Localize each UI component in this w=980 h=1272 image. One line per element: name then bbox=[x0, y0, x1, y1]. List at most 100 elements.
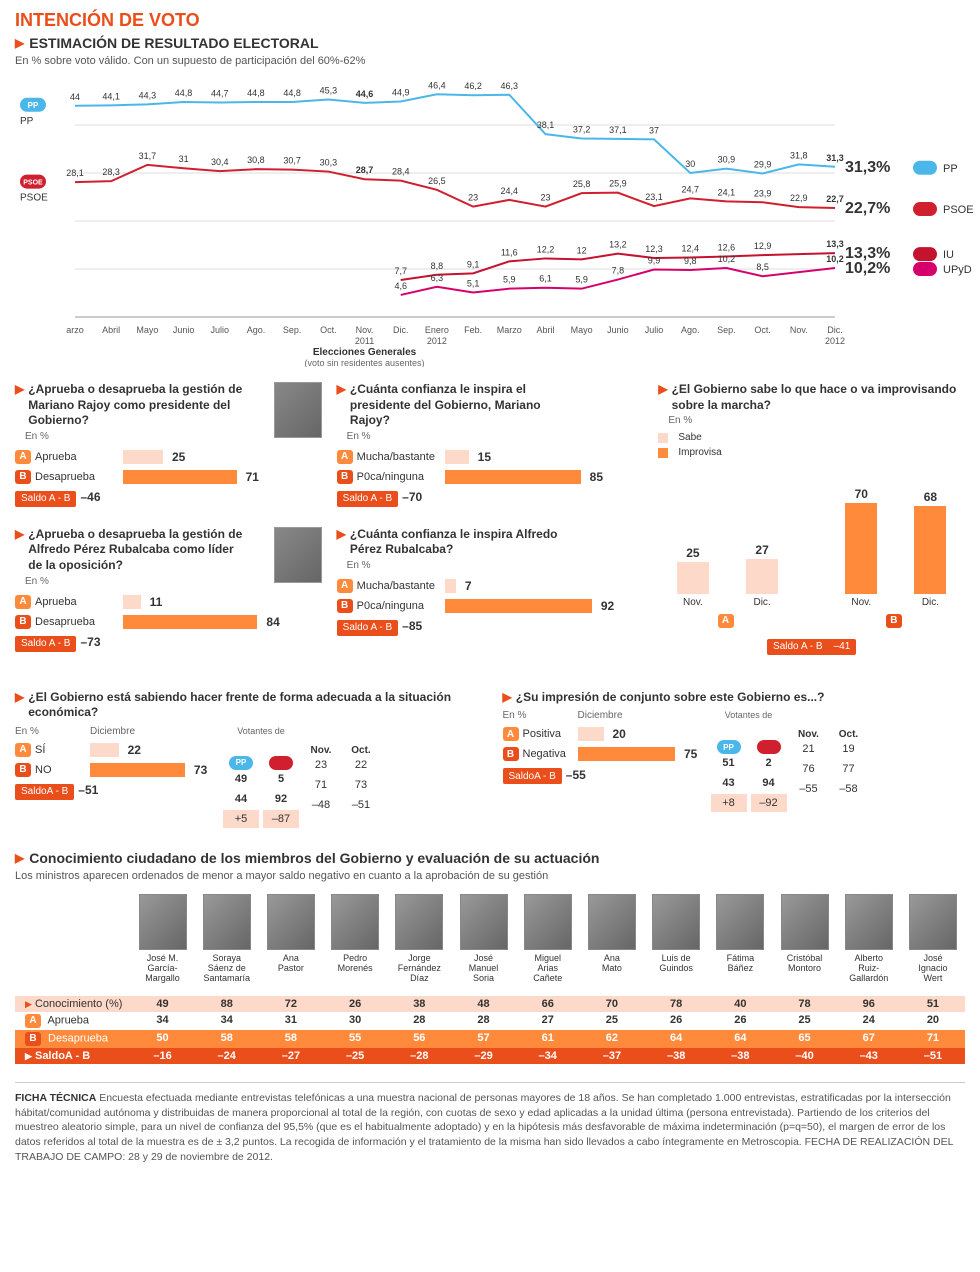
svg-text:12: 12 bbox=[577, 245, 587, 255]
svg-text:UPyD: UPyD bbox=[943, 264, 972, 276]
svg-text:2011: 2011 bbox=[355, 336, 374, 346]
svg-text:31,3: 31,3 bbox=[826, 153, 844, 163]
svg-text:30,4: 30,4 bbox=[211, 157, 229, 167]
svg-text:Dic.: Dic. bbox=[827, 325, 843, 335]
svg-text:44,8: 44,8 bbox=[283, 88, 301, 98]
svg-text:13,3: 13,3 bbox=[826, 239, 844, 249]
arrow-icon: ▶ bbox=[15, 36, 24, 50]
svg-text:10,2: 10,2 bbox=[718, 254, 736, 264]
svg-text:Sep.: Sep. bbox=[717, 325, 736, 335]
svg-text:46,2: 46,2 bbox=[464, 81, 482, 91]
svg-text:25,9: 25,9 bbox=[609, 179, 627, 189]
svg-text:38,1: 38,1 bbox=[537, 120, 555, 130]
ficha-text: Encuesta efectuada mediante entrevistas … bbox=[15, 1092, 953, 1163]
svg-text:12,3: 12,3 bbox=[645, 244, 663, 254]
svg-text:9,1: 9,1 bbox=[467, 259, 480, 269]
svg-text:31: 31 bbox=[179, 154, 189, 164]
svg-text:5,9: 5,9 bbox=[503, 275, 516, 285]
section1-subtitle: En % sobre voto válido. Con un supuesto … bbox=[15, 55, 965, 67]
ficha-title: FICHA TÉCNICA bbox=[15, 1092, 96, 1104]
svg-text:28,4: 28,4 bbox=[392, 167, 410, 177]
svg-text:22,9: 22,9 bbox=[790, 193, 808, 203]
line-chart: 4444,144,344,844,744,844,845,344,644,946… bbox=[15, 77, 965, 367]
svg-text:7,8: 7,8 bbox=[612, 266, 625, 276]
svg-text:12,2: 12,2 bbox=[537, 244, 555, 254]
q5-block: ▶¿El Gobierno sabe lo que hace o va impr… bbox=[658, 382, 965, 655]
svg-text:24,1: 24,1 bbox=[718, 187, 736, 197]
svg-text:Oct.: Oct. bbox=[320, 325, 337, 335]
svg-text:26,5: 26,5 bbox=[428, 176, 446, 186]
svg-text:46,3: 46,3 bbox=[501, 81, 519, 91]
svg-text:29,9: 29,9 bbox=[754, 159, 772, 169]
svg-text:5,1: 5,1 bbox=[467, 279, 480, 289]
svg-text:Junio: Junio bbox=[607, 325, 629, 335]
svg-text:23,9: 23,9 bbox=[754, 188, 772, 198]
svg-text:Enero: Enero bbox=[425, 325, 449, 335]
svg-text:8,5: 8,5 bbox=[756, 262, 769, 272]
svg-text:44,1: 44,1 bbox=[102, 91, 120, 101]
svg-text:8,8: 8,8 bbox=[431, 261, 444, 271]
svg-text:11,6: 11,6 bbox=[501, 247, 518, 257]
svg-text:Oct.: Oct. bbox=[754, 325, 771, 335]
svg-text:30,9: 30,9 bbox=[718, 155, 736, 165]
svg-text:37: 37 bbox=[649, 125, 659, 135]
svg-text:10,2%: 10,2% bbox=[845, 260, 890, 277]
svg-text:7,7: 7,7 bbox=[394, 266, 407, 276]
svg-text:31,7: 31,7 bbox=[139, 151, 157, 161]
q6-block: ▶¿El Gobierno está sabiendo hacer frente… bbox=[15, 690, 478, 830]
svg-text:24,7: 24,7 bbox=[681, 184, 699, 194]
svg-text:Mayo: Mayo bbox=[136, 325, 158, 335]
svg-text:2012: 2012 bbox=[825, 336, 845, 346]
svg-text:Abril: Abril bbox=[536, 325, 554, 335]
svg-text:Nov.: Nov. bbox=[790, 325, 808, 335]
svg-text:30,8: 30,8 bbox=[247, 155, 265, 165]
svg-text:arzo: arzo bbox=[66, 325, 84, 335]
svg-text:6,3: 6,3 bbox=[431, 273, 444, 283]
svg-text:Junio: Junio bbox=[173, 325, 195, 335]
svg-text:Dic.: Dic. bbox=[393, 325, 409, 335]
section1-title: ▶ ESTIMACIÓN DE RESULTADO ELECTORAL bbox=[15, 35, 965, 51]
svg-text:23,1: 23,1 bbox=[645, 192, 663, 202]
svg-text:30: 30 bbox=[685, 159, 695, 169]
svg-text:23: 23 bbox=[468, 193, 478, 203]
svg-text:4,6: 4,6 bbox=[394, 281, 407, 291]
svg-text:12,9: 12,9 bbox=[754, 241, 772, 251]
svg-text:Julio: Julio bbox=[645, 325, 664, 335]
svg-text:2012: 2012 bbox=[427, 336, 447, 346]
svg-text:44,9: 44,9 bbox=[392, 87, 410, 97]
svg-text:37,2: 37,2 bbox=[573, 124, 591, 134]
svg-text:PSOE: PSOE bbox=[20, 193, 48, 204]
svg-text:Ago.: Ago. bbox=[681, 325, 700, 335]
svg-text:Feb.: Feb. bbox=[464, 325, 482, 335]
portrait bbox=[274, 382, 322, 438]
svg-text:10,2: 10,2 bbox=[826, 254, 844, 264]
svg-text:31,8: 31,8 bbox=[790, 150, 808, 160]
svg-text:IU: IU bbox=[943, 249, 954, 261]
svg-text:PP: PP bbox=[20, 116, 34, 127]
svg-text:22,7%: 22,7% bbox=[845, 200, 890, 217]
svg-text:PSOE: PSOE bbox=[23, 180, 43, 187]
q7-block: ▶¿Su impresión de conjunto sobre este Go… bbox=[503, 690, 966, 830]
section1-title-text: ESTIMACIÓN DE RESULTADO ELECTORAL bbox=[29, 35, 318, 51]
svg-text:25,8: 25,8 bbox=[573, 179, 591, 189]
svg-text:44: 44 bbox=[70, 92, 80, 102]
svg-text:37,1: 37,1 bbox=[609, 125, 627, 135]
svg-text:12,4: 12,4 bbox=[681, 243, 699, 253]
svg-text:30,7: 30,7 bbox=[283, 156, 301, 166]
svg-text:(voto sin residentes ausentes): (voto sin residentes ausentes) bbox=[304, 358, 424, 367]
svg-text:28,3: 28,3 bbox=[102, 167, 120, 177]
svg-text:PP: PP bbox=[943, 163, 958, 175]
q2-block: ▶¿Aprueba o desaprueba la gestión de Alf… bbox=[15, 527, 322, 652]
svg-text:9,9: 9,9 bbox=[648, 255, 661, 265]
svg-text:22,7: 22,7 bbox=[826, 194, 844, 204]
portrait bbox=[274, 527, 322, 583]
svg-text:23: 23 bbox=[540, 193, 550, 203]
svg-text:Mayo: Mayo bbox=[571, 325, 593, 335]
ficha-tecnica: FICHA TÉCNICA Encuesta efectuada mediant… bbox=[15, 1082, 965, 1164]
svg-text:44,8: 44,8 bbox=[175, 88, 193, 98]
svg-text:46,4: 46,4 bbox=[428, 80, 446, 90]
ministers-section: ▶Conocimiento ciudadano de los miembros … bbox=[15, 850, 965, 1064]
svg-text:24,4: 24,4 bbox=[501, 186, 519, 196]
svg-text:13,2: 13,2 bbox=[609, 240, 627, 250]
main-title: INTENCIÓN DE VOTO bbox=[15, 10, 965, 31]
